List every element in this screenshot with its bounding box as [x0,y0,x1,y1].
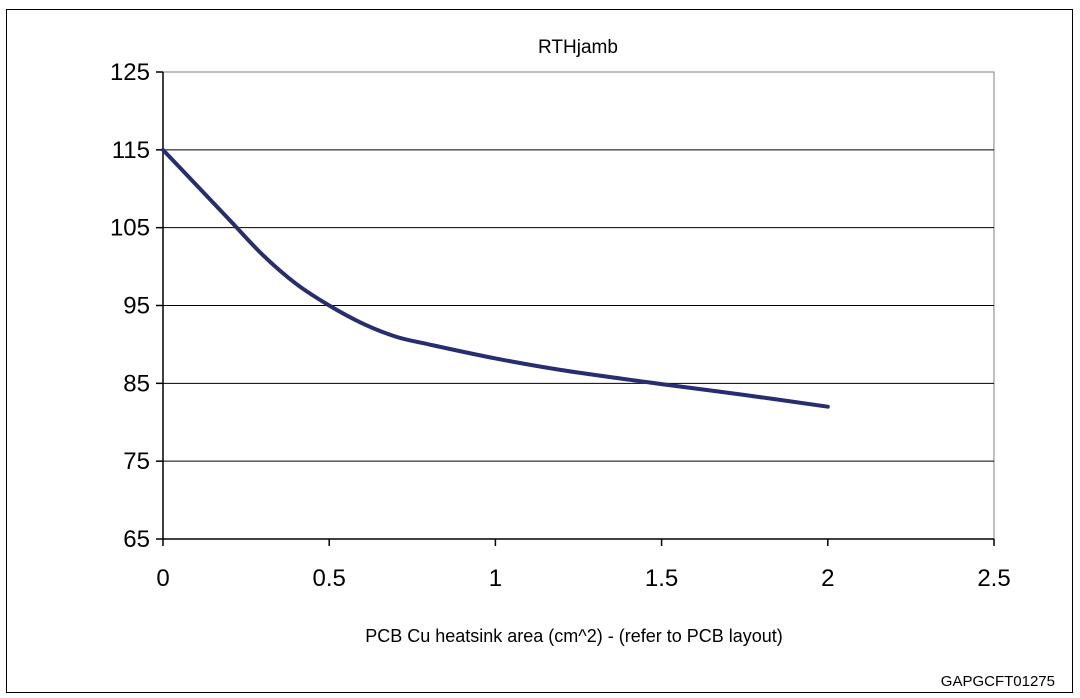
x-axis-title: PCB Cu heatsink area (cm^2) - (refer to … [365,626,783,646]
x-tick-label: 2.5 [977,565,1010,592]
series-layer [161,147,830,409]
y-tick-label: 115 [112,137,150,164]
chart-title: RTHjamb [538,37,618,58]
x-tick-label: 1.5 [645,565,678,592]
figure-code: GAPGCFT01275 [941,673,1055,690]
x-tick-label: 1 [489,565,502,592]
y-tick-label: 75 [123,448,150,475]
y-tick-label: 95 [123,293,150,320]
gridlines [163,149,994,462]
x-tick-label: 0 [156,565,169,592]
x-tick-label: 2 [821,565,834,592]
tick-labels: 65 75 85 95 105 115 125 0 0.5 1 1.5 2 2.5 [110,59,1011,592]
y-tick-label: 125 [110,59,150,86]
y-tick-label: 85 [123,370,150,397]
y-tick-label: 105 [110,215,150,242]
series-line-0 [161,147,830,409]
y-tick-label: 65 [123,526,150,553]
x-tick-label: 0.5 [313,565,346,592]
